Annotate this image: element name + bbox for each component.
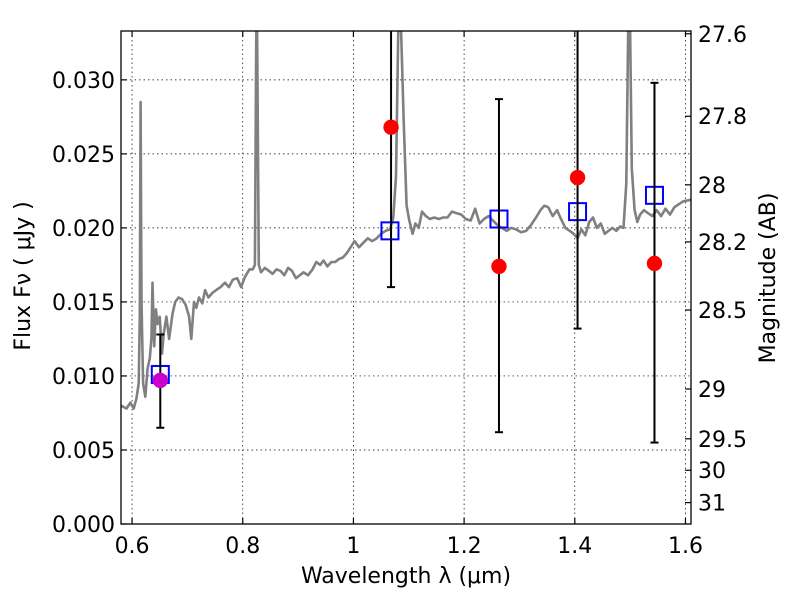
right-tick-label: 28 <box>698 174 726 199</box>
right-tick-label: 27.6 <box>698 23 747 48</box>
observed-flux-point <box>569 169 586 186</box>
right-tick-label: 29.5 <box>698 428 747 453</box>
right-tick-label: 27.8 <box>698 105 747 130</box>
x-tick-label: 0.8 <box>225 534 260 559</box>
right-axis-label: Magnitude (AB) <box>756 193 781 364</box>
x-tick-label: 0.6 <box>115 534 150 559</box>
right-tick-label: 28.5 <box>698 299 747 324</box>
x-tick-label: 1 <box>346 534 360 559</box>
observed-flux-point <box>491 258 507 275</box>
model-square-point <box>380 221 400 241</box>
y-tick-label: 0.005 <box>52 439 115 464</box>
axis-ticks: 0.6 0.8 1 1.2 1.4 1.6 0.000 0.005 0.010 0.015 0.02… <box>52 23 747 559</box>
observed-flux-point <box>646 255 663 272</box>
x-axis-label: Wavelength λ (μm) <box>301 564 511 589</box>
plot-area <box>121 31 691 444</box>
y-tick-label: 0.015 <box>52 291 115 316</box>
right-tick-label: 29 <box>698 378 726 403</box>
right-tick-label: 31 <box>698 492 726 517</box>
right-tick-label: 28.2 <box>698 231 747 256</box>
spectrum-line <box>121 31 691 410</box>
y-axis-label: Flux Fν ( μJy ) <box>11 201 36 350</box>
plot-frame <box>120 30 692 525</box>
observed-flux-point <box>152 372 169 389</box>
y-tick-label: 0.010 <box>52 365 115 390</box>
y-tick-label: 0.030 <box>52 69 115 94</box>
x-tick-label: 1.6 <box>668 534 703 559</box>
y-tick-label: 0.000 <box>52 513 115 538</box>
x-tick-label: 1.2 <box>447 534 482 559</box>
y-tick-label: 0.025 <box>52 143 115 168</box>
right-tick-label: 30 <box>698 459 726 484</box>
x-tick-label: 1.4 <box>557 534 592 559</box>
observed-flux-point <box>383 119 399 135</box>
y-tick-label: 0.020 <box>52 217 115 242</box>
grid-lines <box>121 31 691 525</box>
